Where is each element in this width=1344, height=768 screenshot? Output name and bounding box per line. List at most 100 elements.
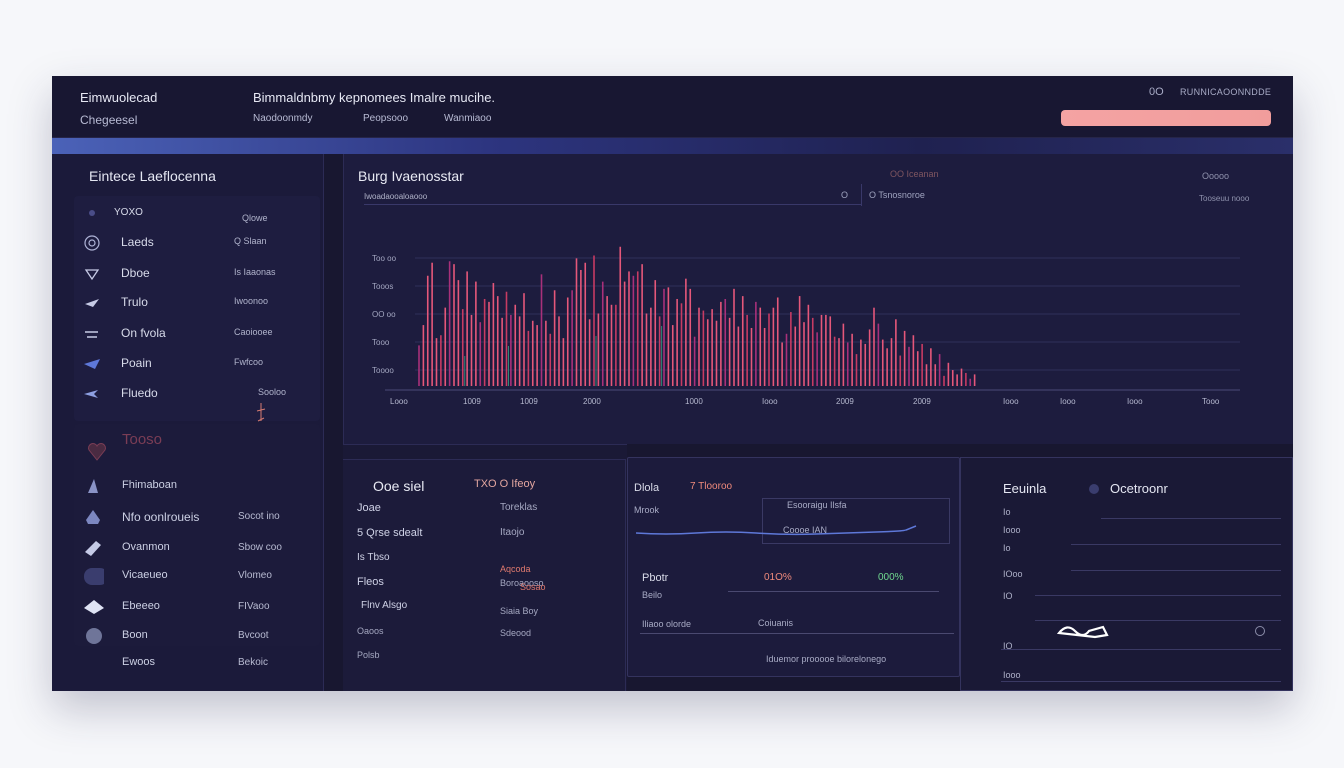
overview-line [1101,518,1281,519]
chart-mid-b[interactable]: O Tsnosnoroe [869,190,925,200]
sidebar-list-label: Boon [122,629,148,641]
sidebar-group-label: Fluedo [121,386,158,400]
stats-divider-2 [640,633,954,634]
stats-label-l: Iduemor prooooe bilorelonego [766,654,887,664]
sidebar-group-item[interactable]: Fluedo Sooloo [74,382,320,406]
sidebar-group-value: Q Slaan [234,236,267,246]
sidebar-group-label: Laeds [121,235,154,249]
sidebar-group-value: Fwfcoo [234,357,264,367]
sidebar-group-label: Poain [121,356,152,370]
details-item: Polsb [357,650,380,660]
sidebar-group-value: Sooloo [258,387,287,397]
details-col2-item: Sdeood [500,628,532,638]
chart-legend-b: Ooooo [1202,171,1230,181]
overview-line [1071,544,1281,545]
arrow-icon [85,299,99,307]
x-tick-label: 1009 [463,397,481,406]
sidebar-group-item[interactable]: Poain Fwfcoo [74,352,320,376]
header-band [52,138,1293,154]
nav-link-1[interactable]: Naodoonmdy [253,113,313,124]
y-tick-label: Toooo [372,366,394,375]
details-col2-item: Sosao [520,582,546,592]
sidebar-group-item[interactable]: Qlowe [74,208,320,232]
details-col2-item: Aqcoda [500,564,531,574]
sidebar-list-item[interactable]: Vicaeueo Vlomeo [52,563,324,589]
details-col2-title: TXO O Ifeoy [474,478,536,490]
overview-title-b[interactable]: Ocetroonr [1110,481,1168,496]
arrow-left-icon [84,390,98,398]
overview-line [1001,649,1281,650]
sidebar: Eintece Laeflocenna YOXO Qlowe Laeds Q S… [52,154,324,691]
stats-panel: Dlola 7 Tlooroo Mrook Esooraigu Ilsfa Co… [627,457,960,677]
chevron-icon [84,269,100,281]
sidebar-list-label: Ebeeeo [122,600,160,612]
chart-panel: Burg Ivaenosstar Iwoadaooaloaooo O O Tsn… [344,154,1293,444]
sidebar-list-item[interactable]: Nfo oonlroueis Socot ino [52,504,324,530]
stats-label-f: Pbotr [642,572,669,584]
section-label: Tooso [122,431,163,448]
plane-icon [84,359,100,369]
sidebar-list-item[interactable]: Ovanmon Sbow coo [52,535,324,561]
chart-legend-a: OO Iceanan [890,169,939,179]
stats-label-e: Coooe IAN [783,525,828,535]
nav-link-3[interactable]: Wanmiaoo [444,113,492,124]
sidebar-list-item[interactable]: Ebeeeo FIVaoo [52,594,324,620]
user-label[interactable]: RUNNICAOONNDDE [1180,87,1272,97]
stats-label-j: Iliaoo olorde [642,619,692,629]
overview-row: IO [1003,641,1013,651]
overview-line [1071,570,1281,571]
arrow-icon [88,479,98,493]
stats-label-k: Coiuanis [758,618,794,628]
sidebar-list-label: Vicaeueo [122,569,168,581]
x-tick-label: Looo [390,397,408,406]
sidebar-group-value: Caoiooee [234,327,273,337]
overview-panel: Eeuinla Ocetroonr Io Iooo Io IOoo IO IO … [960,457,1293,691]
sidebar-group-item[interactable]: On fvola Caoiooee [74,322,320,346]
sidebar-list-label: Nfo oonlroueis [122,510,200,524]
search-bar[interactable] [1061,110,1271,126]
stats-label-b: 7 Tlooroo [690,481,733,492]
sidebar-list-value: FIVaoo [238,601,270,612]
sidebar-group: YOXO Qlowe Laeds Q Slaan Dboe Is Iaaonas… [74,196,320,422]
sidebar-list-label: Fhimaboan [122,479,178,491]
details-col2-item: Siaia Boy [500,606,539,616]
details-col2-item: Boroaooso [500,578,544,588]
stats-label-a: Dlola [634,482,660,494]
nav-link-2[interactable]: Peopsooo [363,113,409,124]
circle-icon [84,568,104,585]
stats-divider [728,591,939,592]
app-window: Eimwuolecad Chegeesel Bimmaldnbmy kepnom… [52,76,1293,691]
sidebar-group-label: Dboe [121,266,150,280]
sidebar-list-label: Ewoos [122,656,156,668]
top-bar: Eimwuolecad Chegeesel Bimmaldnbmy kepnom… [52,76,1293,138]
target-icon [84,235,100,251]
overview-row: IOoo [1003,569,1023,579]
overview-title-a: Eeuinla [1003,481,1047,496]
sidebar-group-label: On fvola [121,326,166,340]
sidebar-group-label: Trulo [121,295,148,309]
sidebar-list-item[interactable]: Fhimaboan [52,473,324,499]
star-icon [89,210,95,216]
details-panel: Ooe siel Joae 5 Qrse sdealt Is Tbso Fleo… [343,444,627,691]
toggle-dot[interactable] [1255,626,1265,636]
box-icon [86,510,100,524]
sidebar-group-item[interactable]: Trulo Iwoonoo [74,291,320,315]
y-tick-label: Tooos [372,282,393,291]
overview-row: IO [1003,591,1013,601]
figure-icon [256,403,266,422]
sidebar-list-value: Bvcoot [238,630,269,641]
overview-line [1035,620,1281,621]
chart-legend-c: Tooseuu nooo [1199,194,1250,203]
x-tick-label: Tooo [1202,397,1220,406]
sidebar-list-item[interactable]: Ewoos Bekoic [52,650,324,676]
x-tick-label: Iooo [762,397,778,406]
y-tick-label: OO oo [372,310,396,319]
sidebar-group-item[interactable]: YOXO [74,201,320,225]
overview-row: Iooo [1003,670,1021,680]
details-item: Fleos [357,576,384,588]
sidebar-group-item[interactable]: Dboe Is Iaaonas [74,262,320,286]
details-col2-item: Itaojo [500,527,525,538]
chart-mid-a: O [841,190,849,200]
sidebar-group-item[interactable]: Laeds Q Slaan [74,231,320,255]
sidebar-list-item[interactable]: Boon Bvcoot [52,623,324,649]
